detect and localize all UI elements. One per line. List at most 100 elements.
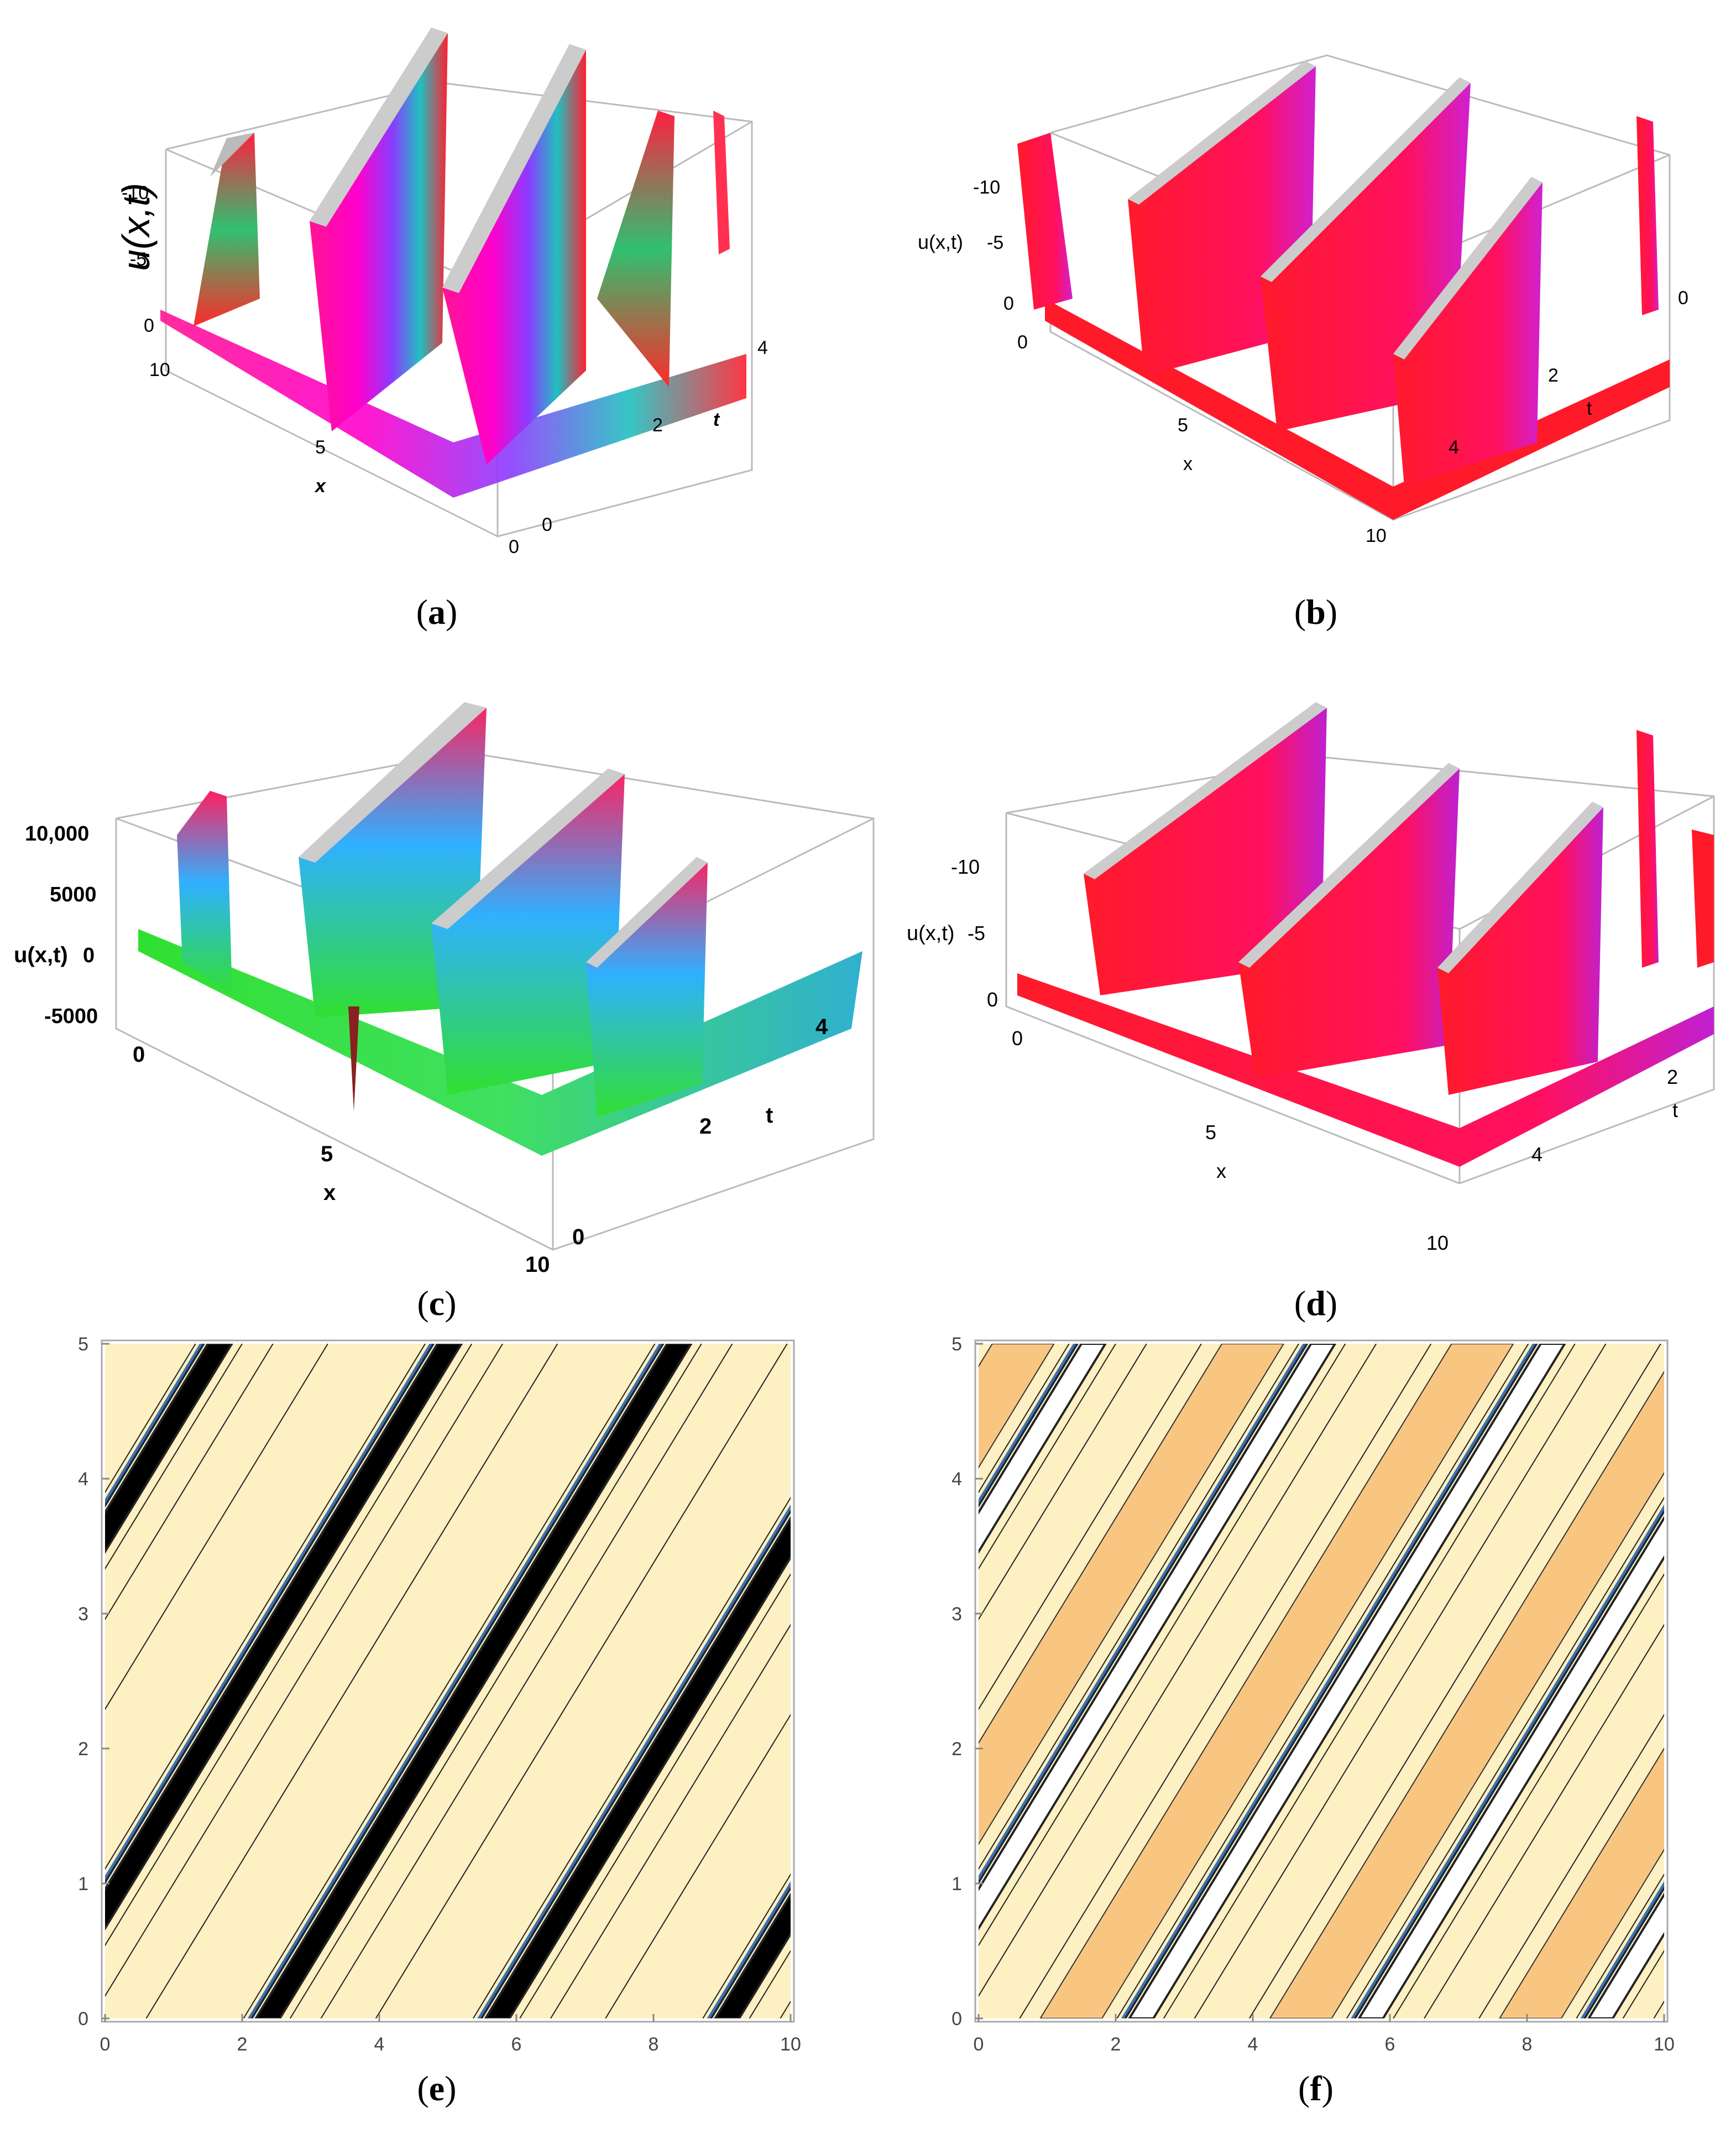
y-tick-label: 2	[78, 1739, 88, 1760]
caption-e: (e)	[417, 2069, 457, 2108]
contour-line	[979, 1344, 1078, 1507]
contour-white-band	[105, 1344, 463, 1931]
plot-frame	[101, 1339, 795, 2023]
t-tick-label: 0	[572, 1225, 584, 1249]
x-axis-label: x	[314, 476, 327, 497]
surface-peaks	[1017, 61, 1659, 487]
contour-line	[105, 1344, 435, 1884]
contour-white-band	[254, 1344, 693, 2018]
surface-floor	[1017, 973, 1714, 1167]
t-tick-label: 2	[1667, 1066, 1678, 1088]
t-tick-label: 4	[757, 337, 768, 358]
z-tick-label: -10	[122, 182, 149, 203]
surface-peaks	[177, 702, 708, 1117]
x-tick-label: 8	[1522, 2034, 1533, 2055]
contour-line	[1354, 1510, 1664, 2018]
x-tick-label: 6	[511, 2034, 522, 2055]
contour-orange-band	[1499, 1747, 1664, 2018]
t-tick-label: 2	[1548, 365, 1559, 386]
t-tick-label: 4	[1531, 1143, 1542, 1166]
surface-floor	[160, 310, 746, 498]
x-tick-label: 10	[1366, 525, 1387, 546]
contour-line	[105, 1344, 426, 1870]
caption-c: (c)	[417, 1283, 457, 1323]
contour-line	[605, 1714, 791, 2018]
surface-peaks	[194, 28, 730, 465]
caption-f: (f)	[1298, 2069, 1334, 2108]
contour-blue-edge	[105, 1344, 206, 1508]
y-tick-label: 0	[951, 2008, 962, 2029]
z-axis-label: u(x,t)	[14, 943, 68, 967]
contour-white-band	[484, 1516, 791, 2018]
contour-line	[320, 1344, 733, 2018]
contour-line	[979, 1344, 1308, 1884]
contour-white-band	[1128, 1344, 1566, 2018]
contour-line	[480, 1510, 791, 2018]
t-tick-label: 2	[652, 415, 663, 436]
contour-line	[1194, 1344, 1607, 2018]
t-axis-label: t	[1587, 398, 1592, 419]
t-axis-label: t	[766, 1103, 773, 1128]
contour-line	[519, 1573, 791, 2018]
y-tick-label: 4	[951, 1469, 962, 1490]
contour-line	[55, 1344, 98, 2018]
x-tick-label: 5	[1178, 415, 1188, 436]
contour-line	[105, 1344, 205, 1507]
z-tick-label: 10,000	[25, 822, 89, 846]
x-tick-label: 4	[1248, 2034, 1258, 2055]
contour-blue-edge	[979, 1344, 1079, 1508]
contour-line	[929, 1344, 972, 2018]
contour-line	[105, 1344, 196, 1494]
z-tick-label: -5	[968, 922, 985, 945]
y-tick-label: 4	[78, 1469, 88, 1490]
x-axis-label: x	[1183, 453, 1193, 474]
panel-c-surface: u(x,t) 10,000 5000 0 -5000 0 5 10 x 0 2 …	[14, 702, 875, 1277]
caption-a: (a)	[416, 592, 458, 632]
panel-f-contour: 0 2 4 6 8 10 0 1 2 3 4 5	[929, 1334, 1714, 2055]
contour-line	[702, 1873, 791, 2018]
x-tick-label: 0	[100, 2034, 111, 2055]
z-tick-label: 0	[83, 944, 95, 967]
z-tick-label: -10	[973, 177, 1000, 198]
x-axis-label: x	[1216, 1160, 1226, 1182]
panel-b-surface: u(x,t) -10 -5 0 0 5 10 x 0 2 4 t	[918, 54, 1688, 546]
x-tick-label: 5	[1205, 1121, 1216, 1144]
contour-white-band	[714, 1892, 791, 2018]
contour-line	[979, 1344, 1070, 1494]
contour-line	[289, 1344, 702, 2018]
t-tick-label: 4	[1449, 437, 1459, 458]
y-tick-label: 5	[951, 1334, 962, 1355]
contour-line	[105, 1344, 328, 1710]
panel-d-surface: u(x,t) -10 -5 0 0 5 10 x 2 4 t	[907, 702, 1715, 1254]
contour-line	[979, 1344, 1202, 1710]
x-tick-label: 10	[525, 1253, 550, 1277]
contour-line	[243, 1344, 656, 2018]
t-axis-label: t	[1672, 1099, 1678, 1121]
x-tick-label: 2	[237, 2034, 248, 2055]
y-tick-label: 5	[78, 1334, 88, 1355]
contour-line	[473, 1496, 791, 2018]
contour-line	[1019, 1344, 1432, 2018]
contour-blue-edge	[105, 1344, 435, 1885]
contour-line	[1576, 1873, 1664, 2018]
contour-line	[1125, 1344, 1538, 2018]
z-tick-label: -10	[951, 855, 980, 878]
contour-line	[251, 1344, 664, 2018]
z-axis-label: u(x,t)	[918, 231, 963, 253]
z-tick-label: 0	[144, 315, 154, 336]
contour-line	[1709, 1344, 1714, 2018]
contour-line	[1248, 1344, 1661, 2018]
contour-line	[105, 1344, 473, 1947]
t-tick-label: 4	[815, 1015, 828, 1039]
x-tick-label: 0	[1017, 332, 1028, 353]
contour-line	[979, 1344, 1299, 1870]
contour-line	[979, 1344, 1346, 1947]
x-tick-label: 6	[1385, 2034, 1395, 2055]
panel-e-contour: 0 2 4 6 8 10 0 1 2 3 4 5	[55, 1334, 801, 2055]
z-tick-label: 5000	[50, 883, 97, 906]
surface-floor	[138, 929, 862, 1156]
contour-blue-edge	[477, 1504, 791, 2018]
plot-frame	[974, 1339, 1669, 2023]
contour-line	[105, 1344, 274, 1621]
contour-line	[979, 1344, 1377, 1997]
